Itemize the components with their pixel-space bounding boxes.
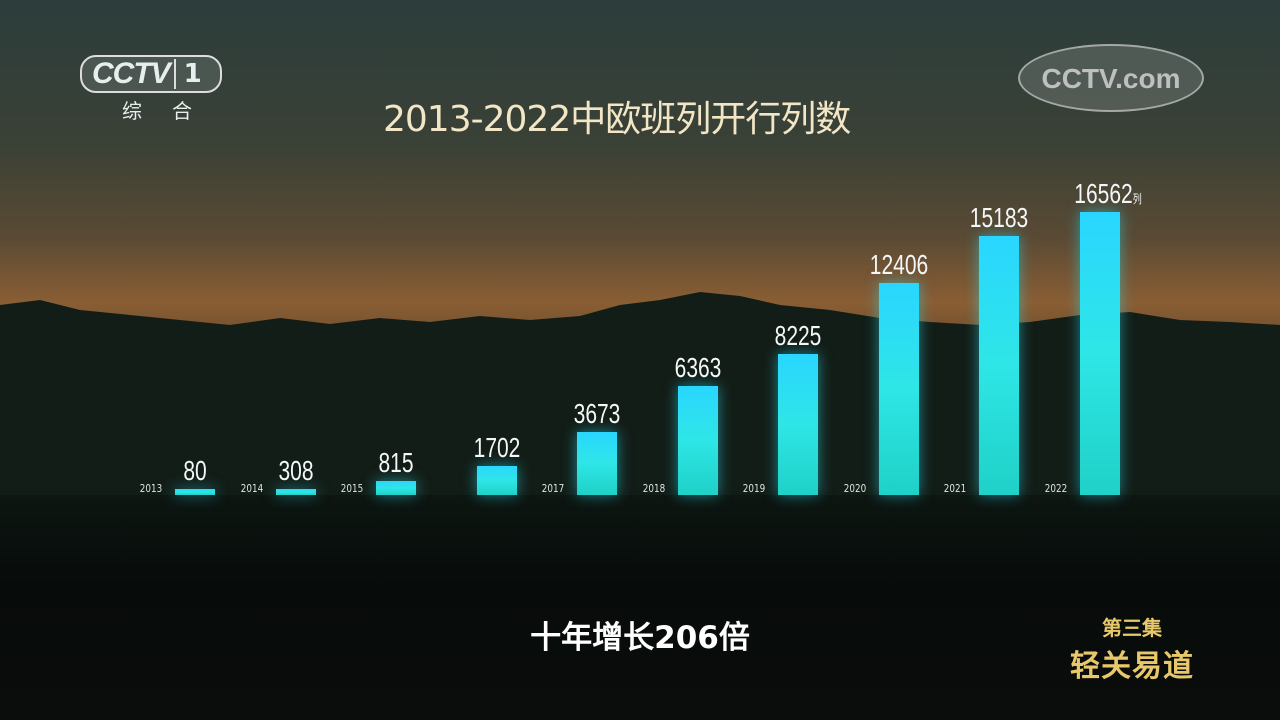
year-label-2017: 2017 — [541, 482, 565, 495]
value-label-2018: 6363 — [674, 352, 721, 384]
bar-2019 — [778, 354, 818, 495]
year-label-2018: 2018 — [642, 482, 665, 495]
bar-2017 — [577, 432, 617, 495]
year-label-2021: 2021 — [943, 482, 967, 495]
year-label-2020: 2020 — [843, 482, 866, 495]
bar-2020 — [878, 283, 919, 495]
bar-2022 — [1079, 212, 1120, 495]
bar-2016 — [476, 465, 517, 495]
year-label-2019: 2019 — [742, 482, 766, 495]
year-label-2015: 2015 — [340, 482, 364, 495]
value-label-2020: 12406 — [869, 249, 928, 280]
subtitle-caption: 十年增长206倍 — [530, 620, 750, 656]
cctv1-logo: CCTV 1 综合 — [80, 55, 222, 124]
cctv-com-watermark: CCTV.com — [1018, 44, 1204, 112]
value-label-2019: 8225 — [774, 320, 822, 352]
bar-2021 — [979, 235, 1019, 495]
bar-2018 — [677, 386, 718, 495]
value-label-2017: 3673 — [573, 398, 621, 430]
value-label-2016: 1702 — [473, 431, 520, 463]
year-label-2013: 2013 — [139, 482, 163, 495]
episode-title: 轻关易道 — [1070, 649, 1194, 684]
bar-2013 — [175, 489, 215, 495]
value-label-2015: 815 — [378, 447, 414, 479]
value-label-2022: 16562列 — [1073, 178, 1142, 209]
unit-label: 列 — [1132, 192, 1142, 206]
channel-name: 综合 — [122, 99, 222, 123]
value-label-2021: 15183 — [969, 201, 1029, 233]
chart-title: 2013-2022中欧班列开行列数 — [383, 99, 851, 140]
channel-number: 1 — [173, 59, 202, 89]
episode-badge: 第三集 轻关易道 — [1070, 612, 1194, 685]
bar-2015 — [376, 481, 416, 495]
year-label-2014: 2014 — [240, 482, 263, 495]
bar-2014 — [275, 489, 316, 495]
year-label-2022: 2022 — [1044, 482, 1067, 495]
episode-number: 第三集 — [1102, 616, 1162, 640]
value-label-2014: 308 — [277, 455, 314, 486]
ground — [0, 495, 1280, 720]
value-label-2013: 80 — [183, 455, 207, 486]
logo-text: CCTV — [92, 57, 171, 90]
